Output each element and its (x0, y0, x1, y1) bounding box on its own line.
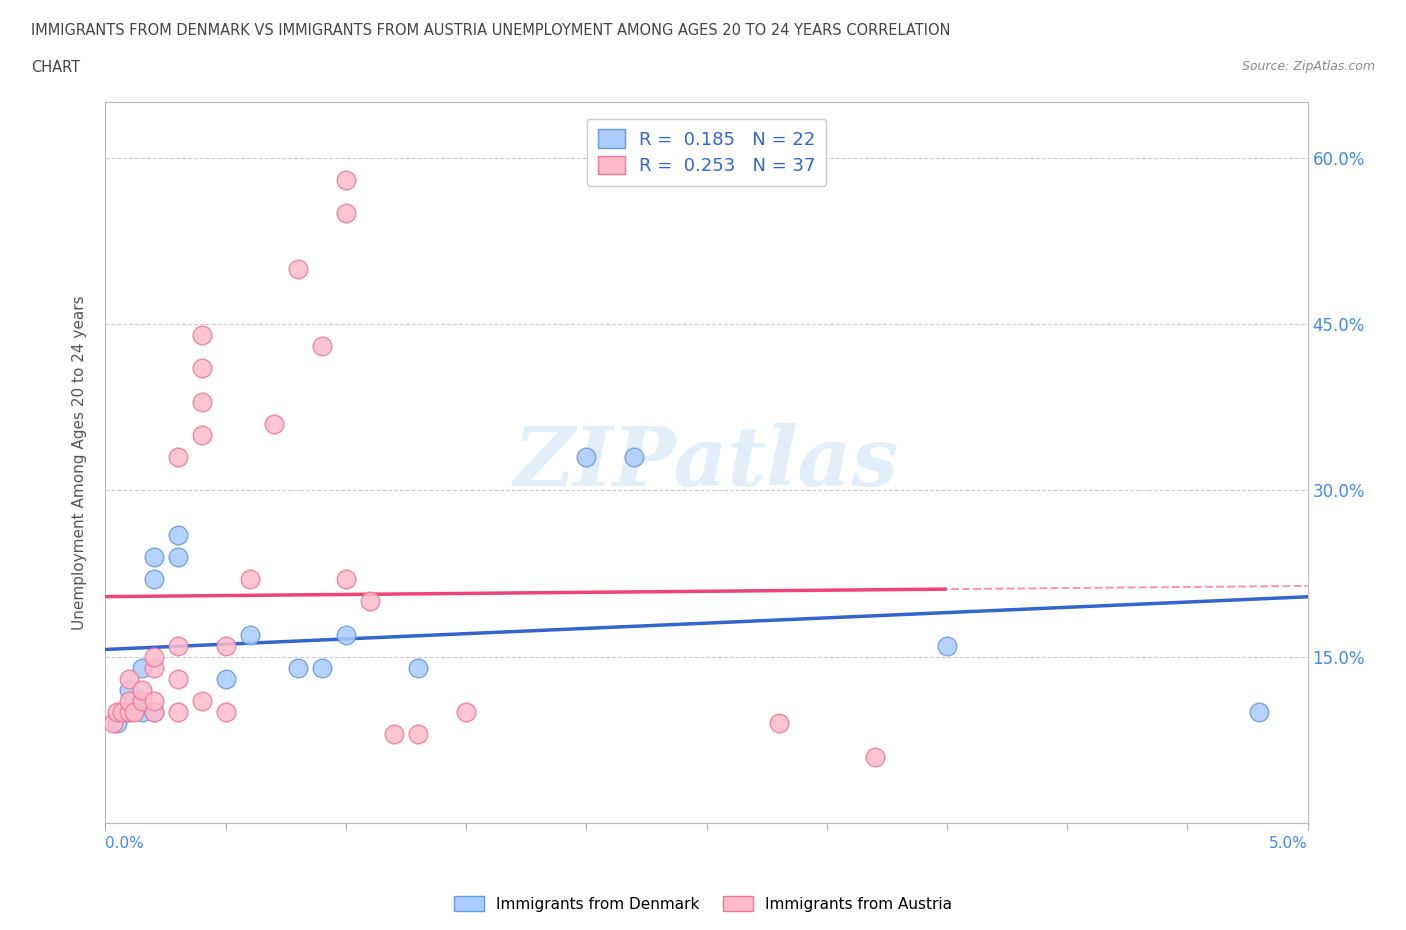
Point (454, 705, 477, 720)
Point (166, 638, 188, 653)
Point (131, 660, 153, 675)
Point (142, 572, 165, 587)
Point (124, 705, 146, 720)
Point (863, 749, 886, 764)
Point (190, 394, 212, 409)
Text: CHART: CHART (31, 60, 80, 75)
Point (101, 716, 124, 731)
Point (359, 594, 381, 609)
Point (166, 671, 188, 686)
Point (118, 705, 141, 720)
Point (166, 550, 188, 565)
Point (131, 694, 153, 709)
Point (142, 660, 165, 675)
Point (311, 660, 333, 675)
Point (311, 339, 333, 353)
Text: 0.0%: 0.0% (105, 836, 145, 851)
Point (124, 694, 146, 709)
Point (118, 705, 141, 720)
Point (287, 261, 309, 276)
Point (575, 450, 598, 465)
Point (335, 206, 357, 220)
Point (406, 727, 429, 742)
Point (118, 683, 141, 698)
Point (287, 660, 309, 675)
Legend: Immigrants from Denmark, Immigrants from Austria: Immigrants from Denmark, Immigrants from… (447, 889, 959, 918)
Point (166, 527, 188, 542)
Point (263, 417, 285, 432)
Point (1249, 705, 1271, 720)
Point (131, 705, 153, 720)
Point (335, 572, 357, 587)
Point (214, 705, 236, 720)
Point (335, 627, 357, 642)
Point (111, 705, 134, 720)
Point (166, 705, 188, 720)
Text: 5.0%: 5.0% (1268, 836, 1308, 851)
Point (214, 638, 236, 653)
Point (118, 694, 141, 709)
Point (190, 327, 212, 342)
Point (131, 683, 153, 698)
Point (114, 705, 136, 720)
Y-axis label: Unemployment Among Ages 20 to 24 years: Unemployment Among Ages 20 to 24 years (72, 296, 87, 630)
Text: IMMIGRANTS FROM DENMARK VS IMMIGRANTS FROM AUSTRIA UNEMPLOYMENT AMONG AGES 20 TO: IMMIGRANTS FROM DENMARK VS IMMIGRANTS FR… (31, 23, 950, 38)
Point (768, 716, 790, 731)
Point (406, 660, 429, 675)
Point (239, 627, 262, 642)
Text: Source: ZipAtlas.com: Source: ZipAtlas.com (1241, 60, 1375, 73)
Point (118, 671, 141, 686)
Point (335, 172, 357, 187)
Point (190, 428, 212, 443)
Legend: R =  0.185   N = 22, R =  0.253   N = 37: R = 0.185 N = 22, R = 0.253 N = 37 (586, 118, 827, 186)
Point (107, 716, 129, 731)
Point (214, 671, 236, 686)
Point (142, 705, 165, 720)
Point (142, 649, 165, 664)
Point (107, 705, 129, 720)
Point (382, 727, 405, 742)
Point (142, 550, 165, 565)
Point (142, 694, 165, 709)
Point (239, 572, 262, 587)
Point (166, 450, 188, 465)
Point (190, 361, 212, 376)
Text: ZIPatlas: ZIPatlas (513, 422, 900, 503)
Point (623, 450, 645, 465)
Point (936, 638, 959, 653)
Point (142, 705, 165, 720)
Point (190, 694, 212, 709)
